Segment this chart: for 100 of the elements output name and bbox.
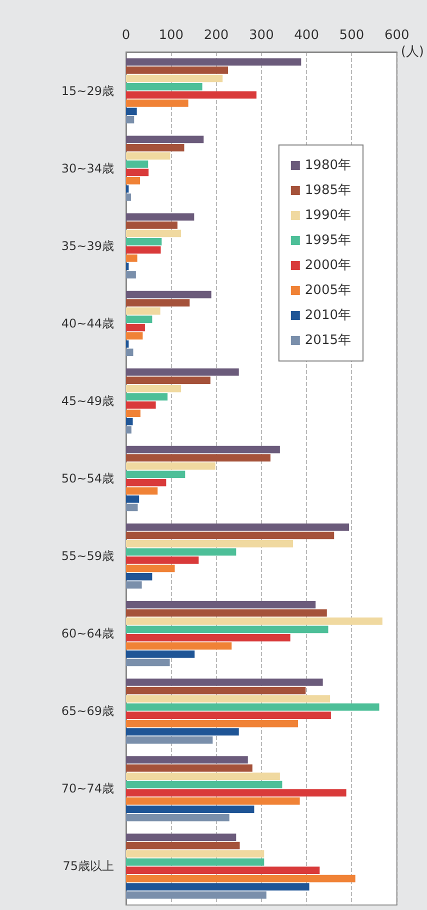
bar [126, 368, 239, 376]
bar [126, 658, 170, 666]
bar [126, 532, 334, 540]
bar [126, 213, 194, 221]
bar [126, 695, 330, 702]
x-tick-label: 600 [384, 28, 410, 43]
bar [126, 572, 152, 580]
bar [126, 642, 232, 650]
bar [126, 504, 138, 512]
bar [126, 728, 239, 736]
bar [126, 523, 350, 531]
bar [126, 703, 380, 711]
bar [126, 152, 170, 160]
bar [126, 376, 210, 384]
bar [126, 410, 140, 418]
bar [126, 618, 382, 625]
bar [126, 58, 302, 66]
y-tick-label: 60~64歳 [61, 626, 114, 641]
y-tick-label: 75歳以上 [62, 859, 114, 874]
bar [126, 426, 132, 434]
x-tick-label: 200 [204, 28, 229, 43]
y-tick-label: 15~29歳 [61, 84, 114, 98]
bar [126, 254, 138, 262]
bar [126, 168, 149, 176]
bar [126, 540, 294, 548]
bar [126, 238, 162, 246]
bar [126, 478, 166, 486]
bar [126, 834, 236, 842]
bar [126, 797, 300, 805]
legend-label: 2005年 [304, 283, 352, 298]
bar [126, 384, 182, 392]
bar [126, 634, 290, 642]
bar [126, 806, 254, 813]
bar [126, 446, 280, 454]
bar [126, 850, 264, 858]
bar [126, 454, 270, 462]
bar [126, 858, 264, 866]
bar [126, 650, 195, 658]
bar [126, 299, 190, 306]
bar [126, 556, 199, 564]
x-tick-label: 300 [249, 28, 274, 43]
bar [126, 144, 184, 152]
bar [126, 230, 182, 238]
legend-label: 1995年 [304, 233, 352, 248]
bar [126, 99, 188, 107]
bar [126, 91, 256, 99]
legend-label: 2000年 [304, 258, 352, 273]
y-tick-label: 50~54歳 [61, 472, 114, 486]
bar [126, 686, 306, 694]
bar [126, 332, 143, 340]
legend-label: 1980年 [304, 158, 352, 173]
bar [126, 160, 148, 168]
bar [126, 222, 178, 229]
bar [126, 720, 298, 728]
bar [126, 609, 327, 617]
bar [126, 246, 161, 254]
bar [126, 66, 228, 74]
x-tick-label: 0 [122, 28, 130, 43]
x-tick-label: 100 [158, 28, 184, 43]
y-tick-label: 45~49歳 [61, 394, 114, 408]
bar [126, 581, 142, 589]
bar [126, 462, 216, 470]
legend-label: 1985年 [304, 183, 352, 198]
y-tick-label: 30~34歳 [61, 161, 114, 176]
bar [126, 678, 323, 686]
bar [126, 764, 252, 772]
bar [126, 324, 145, 332]
bar [126, 316, 152, 323]
y-tick-label: 70~74歳 [61, 782, 114, 796]
bar [126, 271, 136, 278]
bar [126, 874, 356, 882]
bar [126, 789, 346, 796]
bar [126, 780, 282, 788]
bar [126, 393, 168, 401]
legend-label: 2010年 [304, 308, 352, 323]
bar [126, 82, 202, 90]
y-tick-label: 40~44歳 [61, 316, 114, 330]
x-tick-label: 500 [339, 28, 364, 43]
bar [126, 487, 158, 495]
bar [126, 842, 240, 850]
bar [126, 470, 186, 478]
bar [126, 108, 137, 116]
bar [126, 626, 328, 634]
bar [126, 177, 140, 184]
bar [126, 194, 131, 201]
bar [126, 712, 331, 719]
bar [126, 883, 310, 891]
bar [126, 495, 140, 503]
bar [126, 307, 160, 315]
bar [126, 564, 175, 572]
bar [126, 601, 316, 608]
legend-label: 2015年 [304, 333, 352, 348]
x-axis-title: (人) [400, 44, 424, 60]
bar [126, 772, 280, 780]
bar [126, 891, 266, 899]
bar [126, 548, 236, 556]
bar [126, 814, 230, 822]
y-tick-label: 65~69歳 [61, 704, 114, 718]
bar [126, 136, 204, 144]
bar [126, 348, 134, 356]
